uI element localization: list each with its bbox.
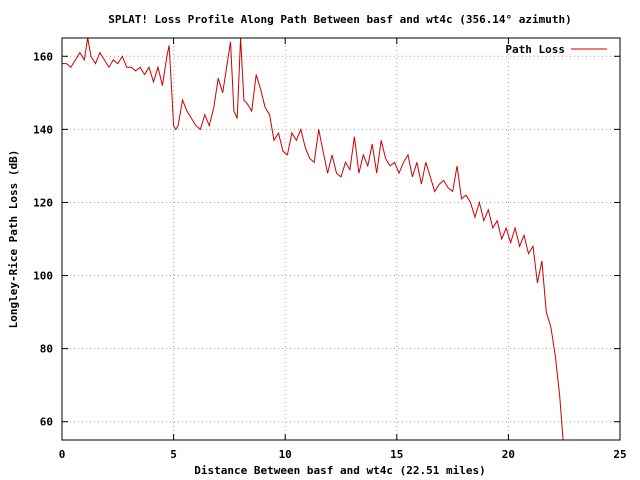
plot-frame — [61, 37, 621, 441]
x-tick-label: 5 — [170, 448, 177, 461]
grid-lines — [62, 38, 620, 440]
x-tick-label: 25 — [613, 448, 626, 461]
y-axis-label: Longley-Rice Path Loss (dB) — [7, 150, 20, 329]
x-axis-label: Distance Between basf and wt4c (22.51 mi… — [194, 464, 485, 477]
x-tick-label: 0 — [59, 448, 66, 461]
legend-label-path-loss: Path Loss — [505, 43, 565, 56]
series-layer — [62, 37, 564, 441]
y-tick-label: 100 — [33, 270, 53, 283]
y-tick-label: 80 — [40, 343, 53, 356]
y-tick-label: 140 — [33, 123, 53, 136]
x-tick-label: 20 — [502, 448, 515, 461]
x-tick-label: 15 — [390, 448, 403, 461]
y-tick-label: 60 — [40, 416, 53, 429]
series-line-path-loss — [62, 37, 564, 441]
y-tick-label: 160 — [33, 50, 53, 63]
legend: Path Loss — [505, 43, 607, 56]
x-tick-label: 10 — [279, 448, 292, 461]
chart-title: SPLAT! Loss Profile Along Path Between b… — [108, 13, 572, 26]
y-tick-label: 120 — [33, 196, 53, 209]
axis-ticks: 0 5 10 15 20 25 60 80 100 120 140 160 — [33, 38, 627, 461]
